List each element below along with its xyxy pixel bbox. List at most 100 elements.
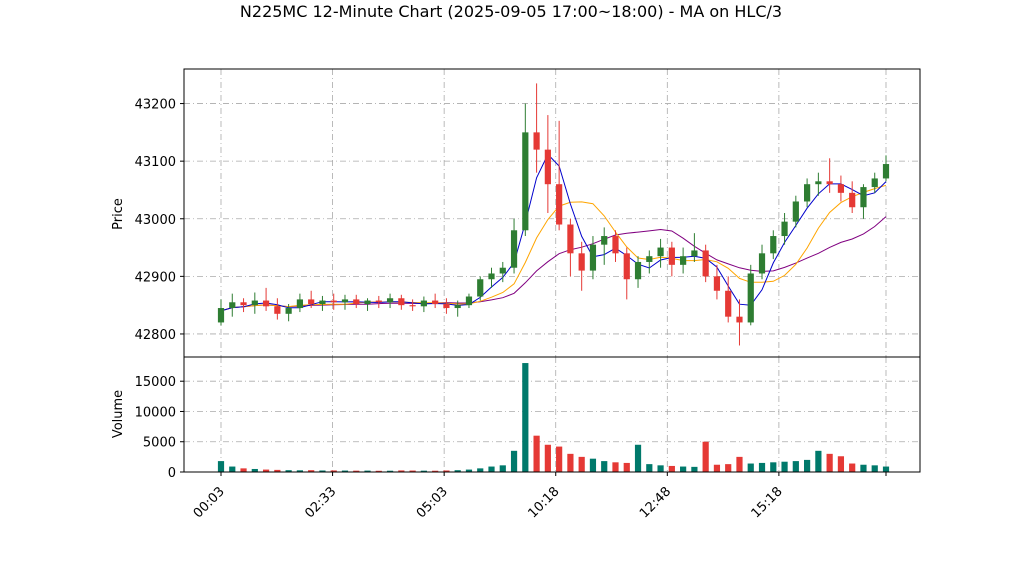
candle-body xyxy=(668,247,675,265)
candle-body xyxy=(725,290,732,317)
candle-body xyxy=(375,300,382,303)
candle-body xyxy=(747,273,754,323)
volume-bar xyxy=(882,466,890,472)
candle-body xyxy=(262,300,270,307)
price-tick-label: 42900 xyxy=(135,270,176,285)
candle-body xyxy=(578,253,585,271)
volume-bar xyxy=(465,469,473,472)
volume-bar xyxy=(804,459,811,472)
volume-bar xyxy=(634,444,642,472)
x-tick-label: 12:48 xyxy=(637,484,674,521)
candle-body xyxy=(217,308,225,323)
volume-bar xyxy=(781,461,788,472)
volume-bar xyxy=(522,363,529,472)
volume-bar xyxy=(691,466,698,472)
candle-body xyxy=(871,178,878,188)
volume-bar xyxy=(341,470,349,472)
candle-body xyxy=(770,236,777,254)
candle-body xyxy=(499,267,506,274)
chart-title: N225MC 12-Minute Chart (2025-09-05 17:00… xyxy=(240,2,782,21)
x-tick-label: 00:03 xyxy=(191,484,228,521)
volume-bar xyxy=(262,469,270,472)
grid-layer xyxy=(184,69,920,473)
volume-layer xyxy=(217,363,890,472)
price-tick-label: 43000 xyxy=(135,213,176,228)
candle-body xyxy=(781,221,788,237)
volume-bar xyxy=(792,461,799,472)
volume-bar xyxy=(668,465,675,472)
volume-bar xyxy=(274,469,281,472)
volume-bar xyxy=(499,465,506,472)
volume-bar xyxy=(736,456,743,472)
price-tick-label: 42800 xyxy=(135,328,176,343)
volume-bar xyxy=(544,444,551,472)
candle-body xyxy=(634,261,642,280)
volume-bar xyxy=(657,465,664,472)
volume-bar xyxy=(680,466,687,472)
candle-body xyxy=(522,132,529,231)
volume-bar xyxy=(443,470,450,472)
volume-tick-label: 15000 xyxy=(135,375,176,390)
candle-body xyxy=(488,273,495,280)
candle-body xyxy=(882,164,890,179)
candle-body xyxy=(646,256,653,262)
volume-bar xyxy=(454,470,461,472)
candle-body xyxy=(612,236,619,254)
volume-bar xyxy=(702,441,709,472)
candle-body xyxy=(296,299,303,309)
volume-tick-label: 10000 xyxy=(135,405,176,420)
volume-bar xyxy=(589,458,597,472)
volume-bar xyxy=(758,462,766,472)
candle-body xyxy=(736,316,743,323)
volume-bar xyxy=(567,453,574,472)
volume-bar xyxy=(849,463,856,472)
x-tick-label: 05:03 xyxy=(414,484,451,521)
ma-mid-line xyxy=(220,184,887,312)
x-tick-label: 10:18 xyxy=(525,484,562,521)
candle-body xyxy=(533,132,540,150)
volume-bar xyxy=(364,470,371,472)
candle-body xyxy=(398,298,405,306)
candle-body xyxy=(860,187,867,208)
candle-body xyxy=(657,247,664,257)
volume-bar xyxy=(510,450,518,472)
volume-bar xyxy=(612,462,619,472)
volume-bar xyxy=(375,470,382,472)
volume-bar xyxy=(770,462,777,472)
candle-body xyxy=(251,300,258,306)
candle-body xyxy=(826,181,833,185)
candle-body xyxy=(285,308,292,314)
y-axis-label-volume: Volume xyxy=(111,390,126,438)
volume-tick-label: 0 xyxy=(168,466,176,481)
volume-bar xyxy=(713,464,721,472)
volume-bar xyxy=(747,463,754,472)
volume-bar xyxy=(578,456,585,472)
volume-bar xyxy=(871,465,878,472)
volume-bar xyxy=(398,470,405,472)
candles-layer xyxy=(217,83,890,346)
candle-body xyxy=(308,299,315,305)
candle-body xyxy=(837,184,845,193)
volume-bar xyxy=(296,470,303,472)
candle-body xyxy=(601,236,608,245)
candle-body xyxy=(420,300,427,307)
volume-bar xyxy=(420,470,427,472)
candle-body xyxy=(274,306,281,314)
candle-body xyxy=(815,181,822,185)
candle-body xyxy=(589,244,597,271)
candle-body xyxy=(849,192,856,208)
candle-body xyxy=(443,304,450,309)
volume-bar xyxy=(285,470,292,472)
candle-body xyxy=(691,250,698,257)
candle-body xyxy=(713,276,721,291)
candle-body xyxy=(544,149,551,185)
volume-bar xyxy=(623,462,630,472)
candle-body xyxy=(623,253,630,280)
volume-bar xyxy=(409,470,416,472)
volume-panel-frame xyxy=(183,356,921,473)
volume-bar xyxy=(240,468,247,472)
volume-bar xyxy=(251,468,258,472)
volume-bar xyxy=(386,470,394,472)
